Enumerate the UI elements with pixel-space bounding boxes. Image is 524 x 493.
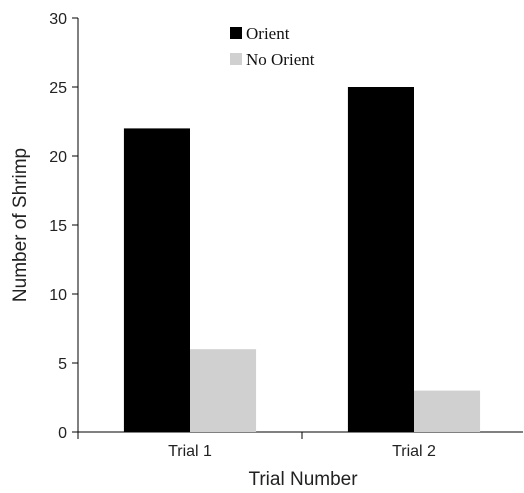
y-tick-label: 25 [49, 80, 67, 97]
legend-swatch [230, 53, 242, 65]
x-category-label: Trial 1 [168, 443, 212, 460]
y-tick-label: 5 [58, 356, 67, 373]
legend-label: Orient [246, 24, 290, 43]
bar-no-orient [190, 349, 257, 432]
y-tick-label: 20 [49, 149, 67, 166]
y-tick-label: 10 [49, 287, 67, 304]
legend: Orient No Orient [230, 24, 315, 69]
y-axis-ticks: 0 5 10 15 20 25 30 [49, 11, 78, 442]
x-axis-title: Trial Number [248, 469, 358, 490]
legend-swatch [230, 27, 242, 39]
x-category-label: Trial 2 [392, 443, 436, 460]
y-tick-label: 15 [49, 218, 67, 235]
y-tick-label: 0 [58, 425, 67, 442]
bars [123, 87, 481, 432]
plot-area: 0 5 10 15 20 25 30 Trial 1 Trial 2 [49, 11, 523, 460]
bar-orient [123, 128, 190, 432]
bar-no-orient [414, 390, 481, 432]
x-axis-ticks: Trial 1 Trial 2 [77, 432, 436, 460]
bar-orient [347, 87, 414, 432]
legend-label: No Orient [246, 50, 315, 69]
y-axis-title: Number of Shrimp [10, 148, 31, 302]
y-tick-label: 30 [49, 11, 67, 28]
